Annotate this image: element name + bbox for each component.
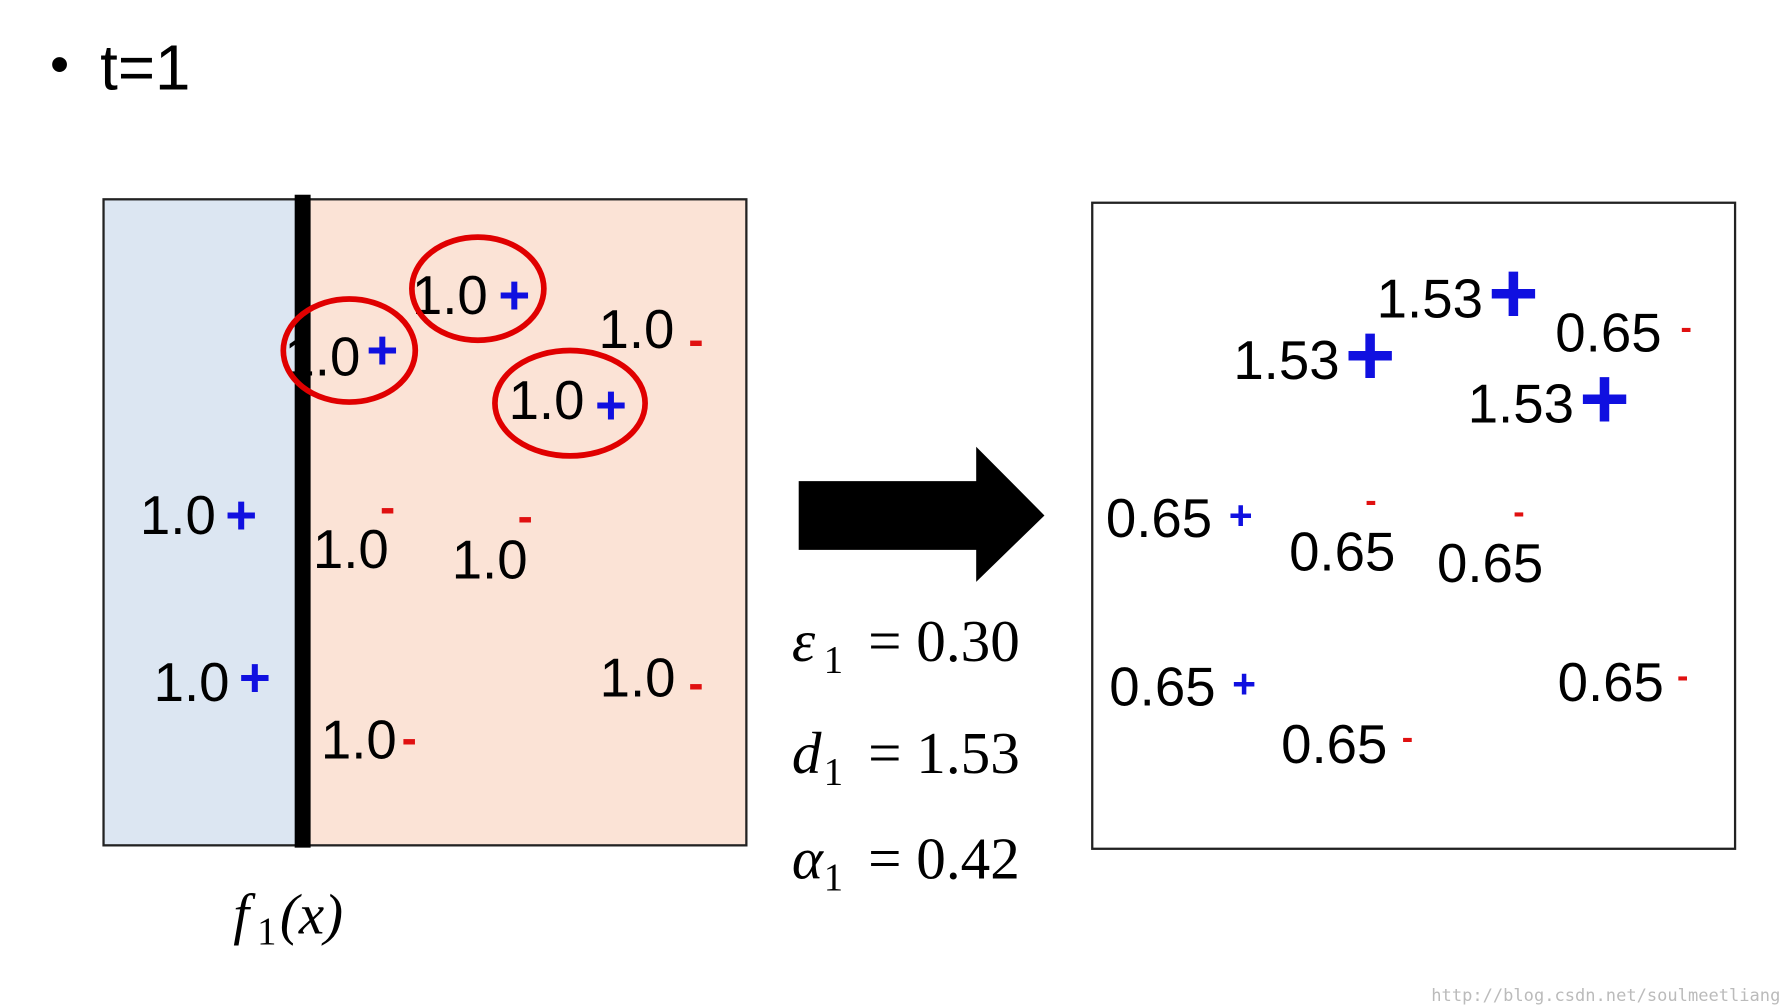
equation-symbol: α (792, 825, 825, 891)
point-weight: 1.0 (509, 369, 585, 431)
point-sign: - (1680, 309, 1691, 347)
point-sign: + (366, 319, 398, 381)
point-weight: 1.0 (321, 708, 397, 770)
bullet: • (50, 32, 69, 94)
equation-subscript: 1 (824, 856, 843, 899)
point-weight: 1.0 (154, 651, 230, 713)
equation-subscript: 1 (824, 638, 843, 681)
point-weight: 1.53 (1468, 373, 1574, 435)
point-sign: + (1579, 350, 1630, 447)
point-sign: + (595, 374, 627, 436)
point-weight: 0.65 (1281, 713, 1387, 775)
equation-value: = 1.53 (868, 720, 1020, 786)
point-weight: 0.65 (1555, 301, 1661, 363)
classifier-subscript: 1 (257, 910, 276, 953)
point-sign: + (239, 646, 271, 708)
watermark: http://blog.csdn.net/soulmeetliang (1431, 986, 1780, 1006)
point-sign: - (518, 490, 533, 541)
equation-symbol: ε (792, 608, 816, 674)
equation-subscript: 1 (824, 751, 843, 794)
point-sign: - (688, 658, 703, 709)
point-sign: + (1232, 660, 1256, 706)
point-weight: 0.65 (1109, 655, 1215, 717)
point-sign: - (1402, 719, 1413, 757)
point-weight: 0.65 (1437, 532, 1543, 594)
point-sign: - (402, 713, 417, 764)
misclassified-circle (409, 234, 547, 344)
point-sign: + (225, 484, 257, 546)
point-weight: 0.65 (1558, 651, 1664, 713)
point-sign: - (688, 314, 703, 365)
point-sign: + (1345, 307, 1396, 404)
point-sign: - (1513, 493, 1524, 531)
point-weight: 1.0 (452, 528, 528, 590)
right-region (301, 198, 748, 847)
result-panel (1091, 201, 1737, 850)
point-sign: - (1365, 482, 1376, 520)
point-sign: + (1488, 245, 1539, 342)
point-weight: 1.0 (313, 518, 389, 580)
point-weight: 1.0 (140, 484, 216, 546)
point-sign: + (498, 264, 530, 326)
misclassified-circle (280, 296, 419, 405)
point-weight: 1.0 (284, 326, 360, 388)
classifier-name: f (233, 883, 256, 946)
decision-boundary (294, 194, 311, 848)
point-weight: 1.53 (1377, 267, 1483, 329)
point-sign: - (1677, 657, 1688, 695)
arrow (798, 446, 1045, 582)
point-sign: - (380, 481, 395, 532)
heading: t=1 (100, 31, 190, 103)
point-weight: 0.65 (1289, 520, 1395, 582)
misclassified-circle (492, 347, 648, 459)
point-weight: 1.53 (1233, 329, 1339, 391)
point-weight: 1.0 (598, 298, 674, 360)
equation-symbol: d (792, 720, 822, 786)
point-weight: 0.65 (1106, 487, 1212, 549)
point-sign: + (1229, 492, 1253, 538)
left-region (102, 198, 304, 847)
point-weight: 1.0 (600, 646, 676, 708)
classifier-argument: (x) (280, 883, 343, 946)
equation-value: = 0.42 (868, 825, 1020, 891)
equation-value: = 0.30 (868, 608, 1020, 674)
